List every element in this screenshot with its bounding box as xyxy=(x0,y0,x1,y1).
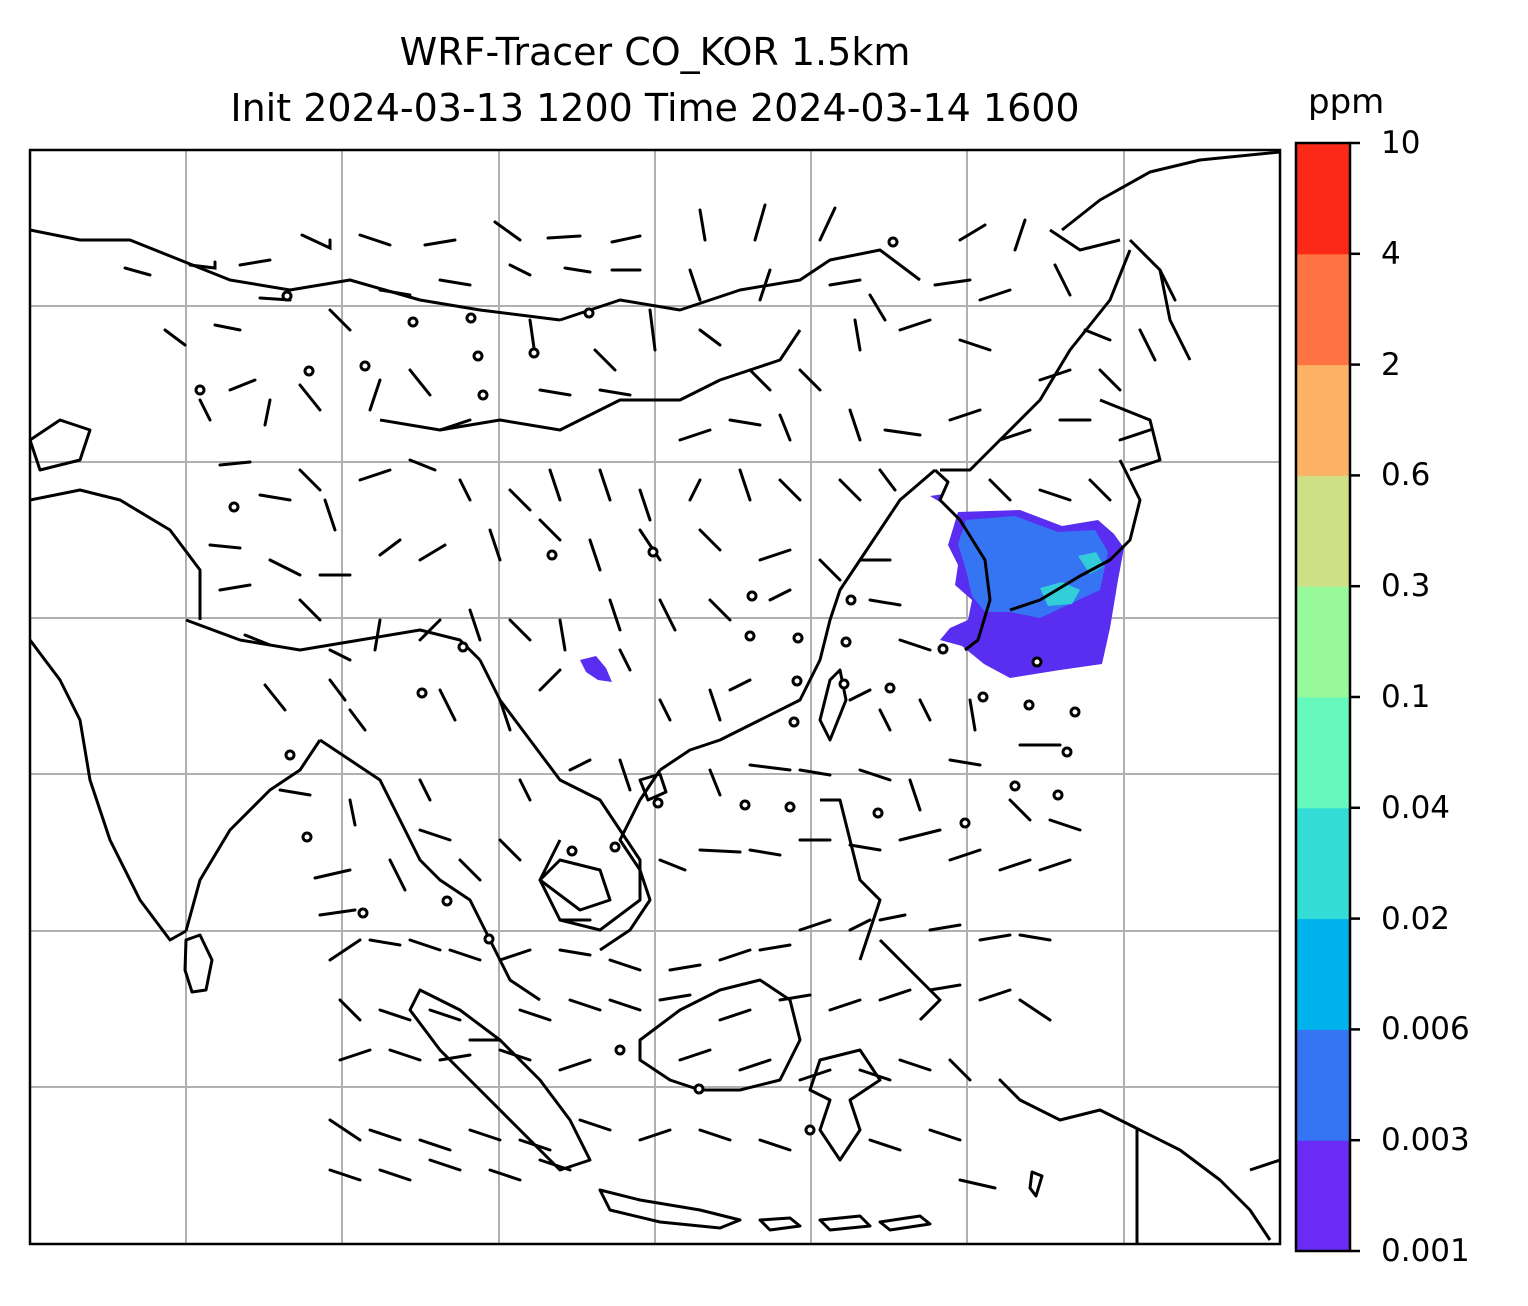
colorbar-band xyxy=(1296,364,1350,476)
colorbar-tick-label: 4 xyxy=(1381,235,1401,272)
colorbar-tick-label: 0.6 xyxy=(1381,457,1431,494)
colorbar-tick-label: 0.003 xyxy=(1381,1122,1470,1159)
colorbar-tick-label: 0.1 xyxy=(1381,679,1431,715)
wind-barbs xyxy=(123,203,1177,1190)
colorbar-band xyxy=(1296,475,1350,587)
colorbar-band xyxy=(1296,1029,1350,1141)
colorbar-band xyxy=(1296,143,1350,255)
co-tracer-plume xyxy=(580,494,1124,682)
colorbar-band xyxy=(1296,918,1350,1030)
colorbar-tick-label: 0.3 xyxy=(1381,568,1431,605)
plume-spot xyxy=(580,656,612,682)
colorbar-tick-label: 0.001 xyxy=(1381,1233,1470,1269)
map-frame xyxy=(28,148,1282,1246)
calm-wind-markers xyxy=(194,236,1081,1136)
plume-edge-patch xyxy=(1040,582,1080,606)
colorbar-tick-label: 0.02 xyxy=(1381,900,1451,937)
colorbar-band xyxy=(1296,1140,1350,1252)
colorbar-tick-label: 0.006 xyxy=(1381,1011,1470,1048)
map-title-line2: Init 2024-03-13 1200 Time 2024-03-14 160… xyxy=(230,86,1080,130)
colorbar-band xyxy=(1296,697,1350,809)
colorbar-band xyxy=(1296,586,1350,698)
colorbar-tick-label: 2 xyxy=(1381,346,1401,383)
colorbar-frame xyxy=(1294,141,1352,1253)
colorbar xyxy=(1296,141,1360,1253)
colorbar-band xyxy=(1296,253,1350,366)
colorbar-tick-label: 0.04 xyxy=(1381,789,1451,826)
colorbar-band xyxy=(1296,807,1350,920)
coastlines-and-borders xyxy=(30,150,1280,1244)
plume-edge-patch xyxy=(1078,552,1104,574)
colorbar-unit-label: ppm xyxy=(1308,82,1385,122)
map-title-line1: WRF-Tracer CO_KOR 1.5km xyxy=(399,30,911,74)
colorbar-tick-label: 10 xyxy=(1381,125,1421,161)
